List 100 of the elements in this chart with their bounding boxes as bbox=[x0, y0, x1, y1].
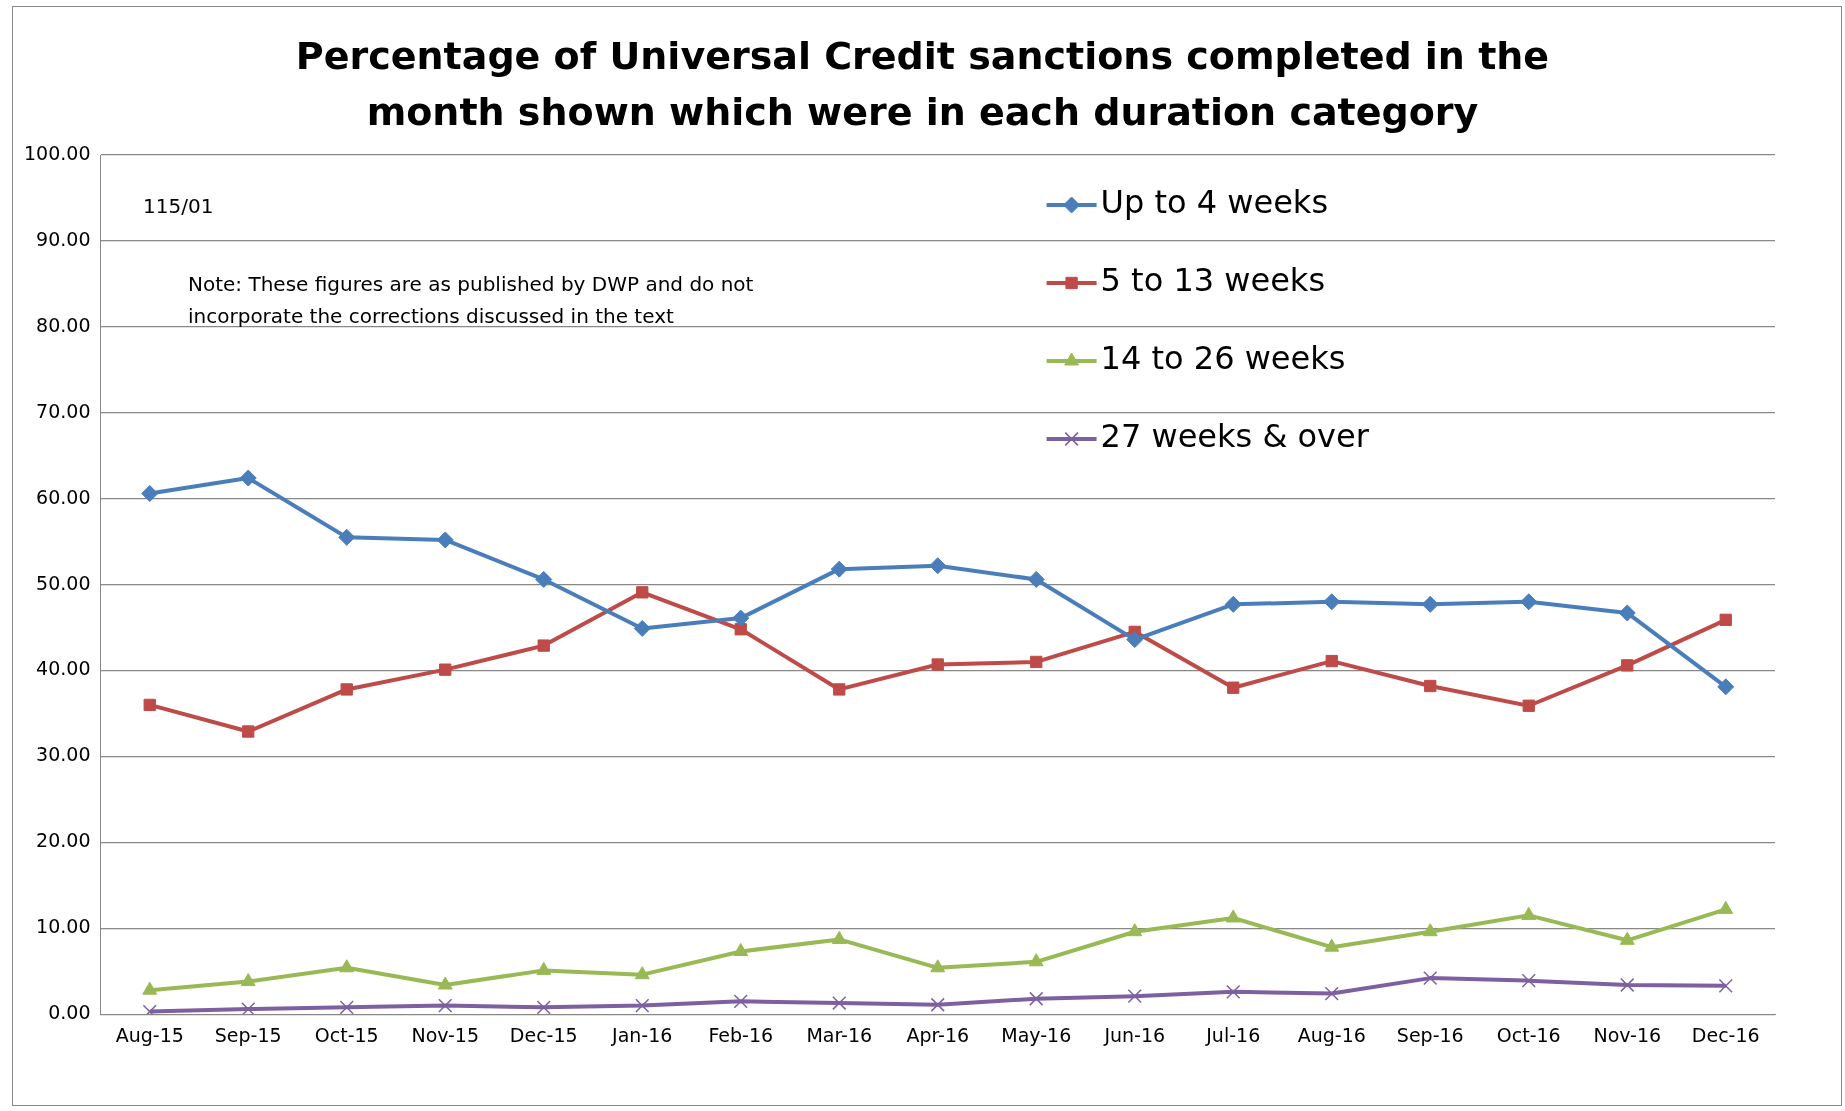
point bbox=[833, 683, 846, 696]
y-tick-label: 0.00 bbox=[48, 1001, 91, 1024]
point bbox=[339, 1000, 354, 1015]
annotation: 115/01 bbox=[143, 193, 214, 220]
point bbox=[338, 528, 356, 546]
x-tick-label: Sep-15 bbox=[214, 1023, 282, 1046]
y-tick-label: 40.00 bbox=[36, 657, 91, 680]
point bbox=[1424, 679, 1437, 693]
point bbox=[1423, 971, 1438, 986]
point bbox=[143, 698, 156, 712]
legend-label: 27 weeks & over bbox=[1100, 417, 1370, 456]
point bbox=[1028, 953, 1044, 967]
x-tick-label: Oct-16 bbox=[1496, 1023, 1561, 1046]
x-tick-label: Nov-16 bbox=[1593, 1023, 1662, 1046]
point bbox=[240, 973, 256, 987]
point bbox=[1621, 659, 1634, 672]
point bbox=[930, 997, 945, 1012]
point bbox=[1718, 900, 1734, 914]
point bbox=[633, 619, 651, 637]
x-tick-label: Dec-16 bbox=[1691, 1023, 1760, 1046]
y-tick-label: 30.00 bbox=[36, 743, 91, 766]
point bbox=[1619, 931, 1635, 945]
point bbox=[1126, 631, 1144, 649]
point bbox=[339, 959, 355, 973]
point bbox=[1521, 906, 1537, 920]
point bbox=[1325, 654, 1338, 668]
chart-title: Percentage of Universal Credit sanctions completed in the month shown which were in each duration category bbox=[294, 33, 1551, 136]
point bbox=[1620, 977, 1635, 993]
point bbox=[1127, 989, 1142, 1004]
x-tick-label: Jun-16 bbox=[1103, 1023, 1166, 1046]
point bbox=[242, 725, 255, 738]
point bbox=[1127, 923, 1143, 937]
legend-label: Up to 4 weeks bbox=[1100, 183, 1329, 222]
point bbox=[1618, 604, 1636, 622]
point bbox=[1225, 909, 1241, 923]
point bbox=[931, 658, 944, 671]
x-tick-label: Aug-15 bbox=[115, 1023, 184, 1046]
x-tick-label: Aug-16 bbox=[1297, 1023, 1366, 1046]
point bbox=[634, 966, 650, 980]
y-tick-label: 80.00 bbox=[36, 313, 91, 336]
y-tick-label: 100.00 bbox=[24, 141, 91, 164]
point bbox=[142, 1004, 157, 1015]
x-tick-label: Feb-16 bbox=[708, 1023, 774, 1046]
point bbox=[734, 623, 747, 636]
point bbox=[1421, 595, 1439, 613]
point bbox=[830, 560, 848, 578]
point bbox=[1521, 973, 1536, 988]
point bbox=[537, 639, 550, 652]
point bbox=[436, 531, 454, 549]
y-tick-label: 60.00 bbox=[36, 485, 91, 508]
point bbox=[1226, 984, 1241, 999]
x-tick-label: Dec-15 bbox=[509, 1023, 578, 1046]
x-tick-label: Jan-16 bbox=[611, 1023, 673, 1046]
point bbox=[141, 485, 159, 503]
point bbox=[636, 586, 649, 599]
point bbox=[241, 1001, 256, 1015]
point bbox=[929, 557, 947, 575]
legend-label: 14 to 26 weeks bbox=[1100, 339, 1346, 378]
point bbox=[536, 961, 552, 975]
y-tick-label: 90.00 bbox=[36, 227, 91, 250]
x-tick-label: Sep-16 bbox=[1396, 1023, 1464, 1046]
point bbox=[1422, 923, 1438, 937]
point bbox=[1522, 699, 1535, 712]
point bbox=[1718, 978, 1733, 993]
x-tick-label: Jul-16 bbox=[1205, 1023, 1261, 1046]
legend-label: 5 to 13 weeks bbox=[1100, 261, 1326, 300]
point bbox=[439, 663, 452, 676]
point bbox=[832, 995, 847, 1011]
point bbox=[635, 998, 650, 1013]
x-tick-label: Oct-15 bbox=[314, 1023, 379, 1046]
y-tick-label: 10.00 bbox=[36, 915, 91, 938]
point bbox=[1324, 986, 1339, 1001]
point bbox=[1717, 678, 1735, 696]
point bbox=[142, 981, 158, 995]
point bbox=[1719, 613, 1732, 626]
point bbox=[1324, 938, 1340, 952]
x-tick-label: Apr-16 bbox=[906, 1023, 970, 1046]
point bbox=[437, 976, 453, 990]
point bbox=[1227, 681, 1240, 694]
point bbox=[733, 994, 748, 1009]
x-tick-label: May-16 bbox=[1001, 1023, 1072, 1046]
point bbox=[1224, 595, 1242, 613]
point bbox=[1029, 991, 1044, 1006]
point bbox=[536, 1000, 551, 1015]
x-tick-label: Nov-15 bbox=[411, 1023, 480, 1046]
point bbox=[1030, 655, 1043, 669]
y-tick-label: 70.00 bbox=[36, 399, 91, 422]
point bbox=[239, 469, 257, 487]
point bbox=[831, 930, 847, 944]
point bbox=[1027, 570, 1045, 588]
point bbox=[535, 570, 553, 588]
point bbox=[732, 609, 750, 627]
point bbox=[340, 683, 353, 696]
point bbox=[1520, 593, 1538, 611]
x-tick-label: Mar-16 bbox=[806, 1023, 873, 1046]
y-tick-label: 50.00 bbox=[36, 571, 91, 594]
point bbox=[438, 998, 453, 1013]
y-tick-label: 20.00 bbox=[36, 829, 91, 852]
point bbox=[733, 942, 749, 956]
annotation: Note: These figures are as published by DWP and do not incorporate the corrections discussed in the text bbox=[188, 271, 754, 330]
